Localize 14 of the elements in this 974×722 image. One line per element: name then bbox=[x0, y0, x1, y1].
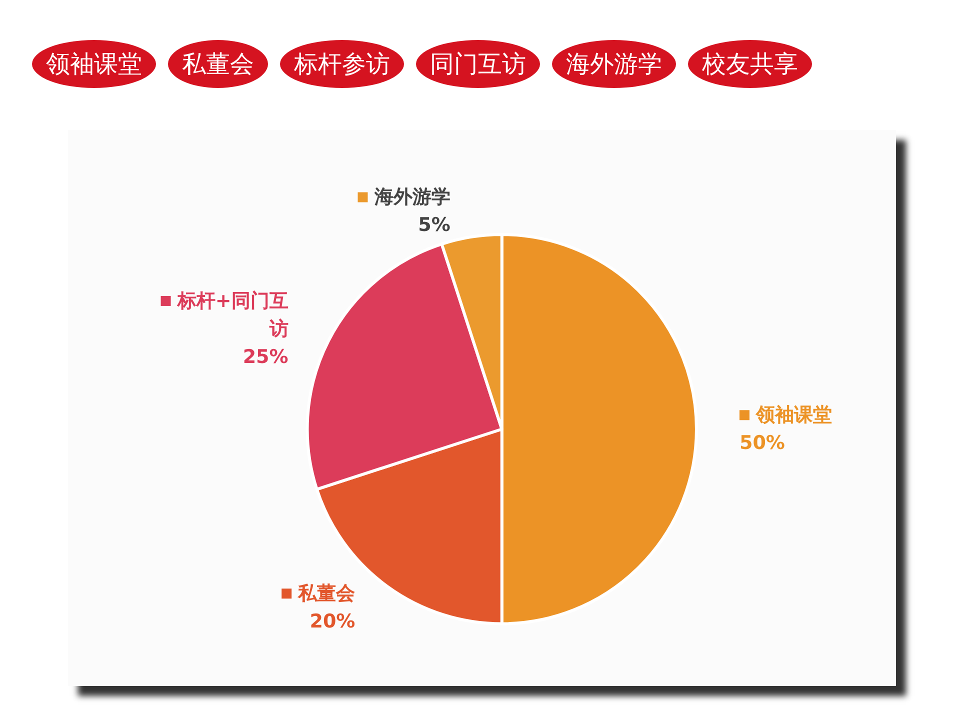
data-label: 20% bbox=[310, 610, 356, 633]
tag-pill: 领袖课堂 bbox=[32, 40, 156, 88]
legend-label: 私董会 bbox=[292, 582, 356, 605]
tag-pill: 私董会 bbox=[168, 40, 268, 88]
data-label: 50% bbox=[739, 432, 785, 454]
legend-label: 海外游学 bbox=[368, 186, 450, 208]
data-label: 25% bbox=[242, 346, 288, 368]
data-label: 5% bbox=[418, 214, 450, 236]
tag-pill: 标杆参访 bbox=[280, 40, 404, 88]
tag-pill: 海外游学 bbox=[552, 40, 676, 88]
tag-pill: 同门互访 bbox=[416, 40, 540, 88]
tag-pill: 校友共享 bbox=[688, 40, 812, 88]
legend-label: 领袖课堂 bbox=[749, 404, 832, 426]
legend-label: 标杆+同门互访 bbox=[170, 290, 288, 340]
